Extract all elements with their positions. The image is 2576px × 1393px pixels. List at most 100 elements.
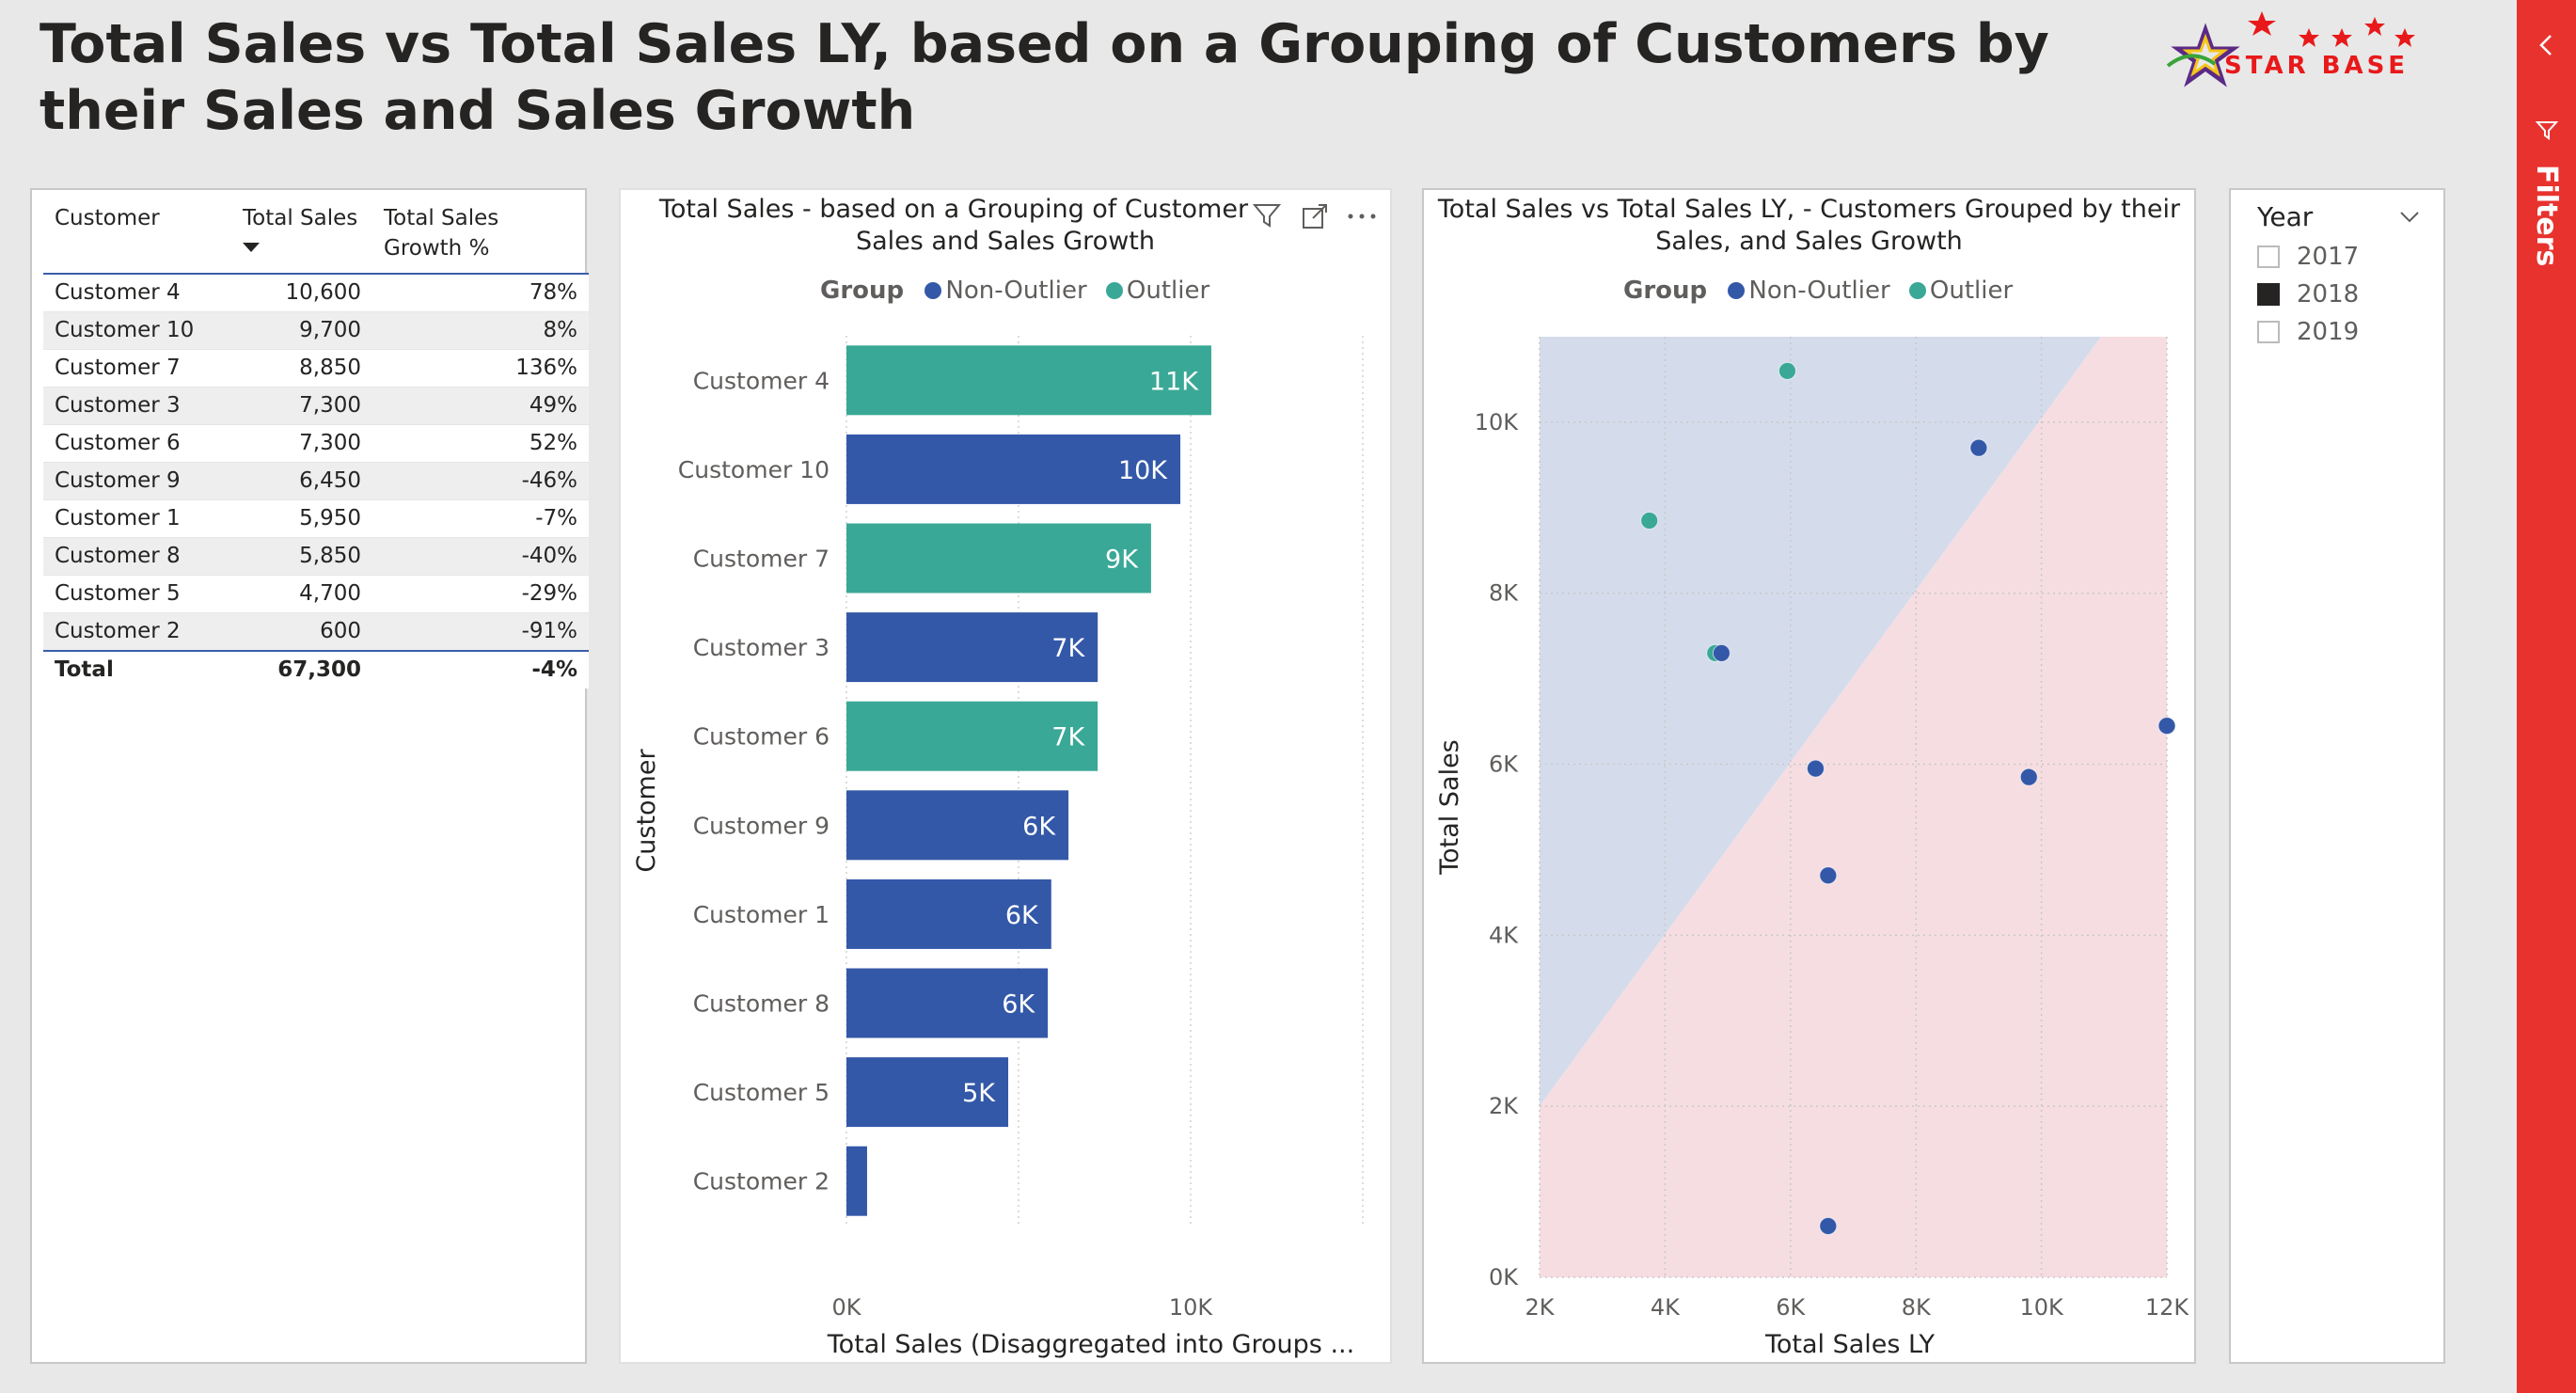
data-label: 7K — [1051, 723, 1085, 752]
logo-star-icon — [2171, 23, 2240, 87]
y-tick-label: 2K — [1489, 1093, 1519, 1119]
x-axis-title: Total Sales LY — [1764, 1330, 1936, 1359]
slicer-title: Year — [2257, 201, 2314, 232]
legend-item-non-outlier[interactable]: Non-Outlier — [921, 277, 1087, 305]
customer-table-panel: Customer Total Sales Total Sales Growth … — [30, 188, 589, 1364]
table-row[interactable]: Customer 7 8,850 136% — [43, 349, 589, 388]
legend-item-non-outlier[interactable]: Non-Outlier — [1724, 277, 1890, 305]
cell-sales: 7,300 — [231, 424, 372, 463]
filter-icon[interactable] — [1251, 199, 1283, 231]
cell-customer: Customer 8 — [43, 537, 231, 576]
more-options-icon[interactable] — [1345, 207, 1379, 226]
scatter-point — [1806, 759, 1825, 778]
scatter-point — [2157, 717, 2176, 736]
filters-pane-gap — [2476, 0, 2517, 1393]
cell-growth: -46% — [372, 462, 589, 500]
checkbox[interactable] — [2257, 245, 2280, 268]
cell-sales: 4,700 — [231, 575, 372, 613]
cell-sales: 6,450 — [231, 462, 372, 500]
scatter-chart-legend: Group Non-Outlier Outlier — [1623, 277, 2020, 305]
column-header-growth[interactable]: Total Sales Growth % — [384, 206, 499, 261]
filter-pane-icon[interactable] — [2534, 117, 2560, 143]
category-label: Customer 6 — [693, 723, 830, 751]
sort-desc-icon[interactable] — [243, 243, 260, 252]
table-row[interactable]: Customer 3 7,300 49% — [43, 387, 589, 425]
bar-customer-2 — [846, 1146, 867, 1216]
data-label: 11K — [1149, 367, 1199, 396]
chevron-down-icon[interactable] — [2398, 205, 2421, 228]
category-label: Customer 2 — [693, 1168, 830, 1195]
table-row[interactable]: Customer 9 6,450 -46% — [43, 462, 589, 500]
customer-table: Customer Total Sales Total Sales Growth … — [43, 190, 589, 689]
column-header-total-sales[interactable]: Total Sales — [231, 190, 372, 274]
cell-growth: -29% — [372, 575, 589, 613]
x-tick-label: 2K — [1525, 1294, 1555, 1321]
star-base-logo: STAR BASE — [2166, 11, 2415, 87]
category-label: Customer 1 — [693, 901, 830, 928]
column-header-customer[interactable]: Customer — [55, 206, 160, 230]
data-label: 6K — [1005, 901, 1039, 930]
cell-growth: 136% — [372, 349, 589, 388]
filters-pane-collapsed[interactable] — [2517, 0, 2576, 1393]
y-tick-label: 8K — [1489, 580, 1519, 607]
legend-item-outlier[interactable]: Outlier — [1102, 277, 1209, 305]
total-sales: 67,300 — [231, 650, 372, 689]
x-tick-label: 10K — [2019, 1294, 2064, 1321]
category-label: Customer 7 — [693, 546, 830, 573]
table-row[interactable]: Customer 8 5,850 -40% — [43, 537, 589, 576]
table-row[interactable]: Customer 6 7,300 52% — [43, 424, 589, 463]
cell-growth: 49% — [372, 387, 589, 425]
cell-customer: Customer 3 — [43, 387, 231, 425]
slicer-option-2019[interactable]: 2019 — [2257, 318, 2359, 346]
legend-title: Group — [1623, 277, 1708, 305]
cell-customer: Customer 1 — [43, 499, 231, 538]
scatter-point — [1819, 1216, 1838, 1235]
table-row[interactable]: Customer 2 600 -91% — [43, 612, 589, 652]
cell-customer: Customer 2 — [43, 612, 231, 652]
cell-customer: Customer 4 — [43, 274, 231, 312]
data-label: 6K — [1002, 990, 1035, 1020]
focus-mode-icon[interactable] — [1300, 201, 1330, 231]
bar-customer-1 — [846, 879, 1051, 949]
chevron-left-icon[interactable] — [2536, 32, 2558, 58]
cell-customer: Customer 10 — [43, 311, 231, 350]
filters-label[interactable]: Filters — [2530, 165, 2563, 267]
y-tick-label: 0K — [1489, 1264, 1519, 1290]
table-row[interactable]: Customer 5 4,700 -29% — [43, 575, 589, 613]
table-row[interactable]: Customer 1 5,950 -7% — [43, 499, 589, 538]
logo-small-star-icon — [2248, 11, 2276, 36]
cell-sales: 9,700 — [231, 311, 372, 350]
table-row[interactable]: Customer 10 9,700 8% — [43, 311, 589, 350]
bar-customer-9 — [846, 790, 1069, 861]
data-label: 9K — [1105, 546, 1139, 575]
region-lower — [1540, 337, 2167, 1277]
scatter-point — [1712, 643, 1731, 662]
scatter-point — [1969, 438, 1988, 457]
scatter-point — [1640, 511, 1659, 530]
scatter-chart-panel[interactable]: Total Sales vs Total Sales LY, - Custome… — [1422, 188, 2196, 1364]
year-slicer[interactable]: Year 2017 2018 2019 — [2229, 188, 2445, 1364]
category-label: Customer 8 — [693, 990, 830, 1018]
cell-growth: -40% — [372, 537, 589, 576]
table-row[interactable]: Customer 4 10,600 78% — [43, 274, 589, 312]
slicer-option-2018[interactable]: 2018 — [2257, 280, 2359, 309]
bar-chart-legend: Group Non-Outlier Outlier — [820, 277, 1217, 305]
bar-customer-8 — [846, 968, 1049, 1038]
cell-sales: 5,950 — [231, 499, 372, 538]
cell-sales: 7,300 — [231, 387, 372, 425]
x-axis-title: Total Sales (Disaggregated into Groups .… — [827, 1330, 1354, 1359]
checkbox[interactable] — [2257, 321, 2280, 343]
logo-text: STAR BASE — [2224, 52, 2409, 80]
checkbox-checked[interactable] — [2257, 283, 2280, 306]
slicer-option-2017[interactable]: 2017 — [2257, 243, 2359, 271]
bar-chart-panel[interactable]: Total Sales - based on a Grouping of Cus… — [619, 188, 1392, 1364]
y-tick-label: 10K — [1475, 409, 1520, 435]
bar-customer-10 — [846, 434, 1181, 504]
legend-item-outlier[interactable]: Outlier — [1905, 277, 2013, 305]
y-tick-label: 6K — [1489, 752, 1519, 778]
category-label: Customer 4 — [693, 367, 830, 394]
cell-customer: Customer 5 — [43, 575, 231, 613]
cell-growth: 52% — [372, 424, 589, 463]
total-label: Total — [43, 650, 231, 689]
